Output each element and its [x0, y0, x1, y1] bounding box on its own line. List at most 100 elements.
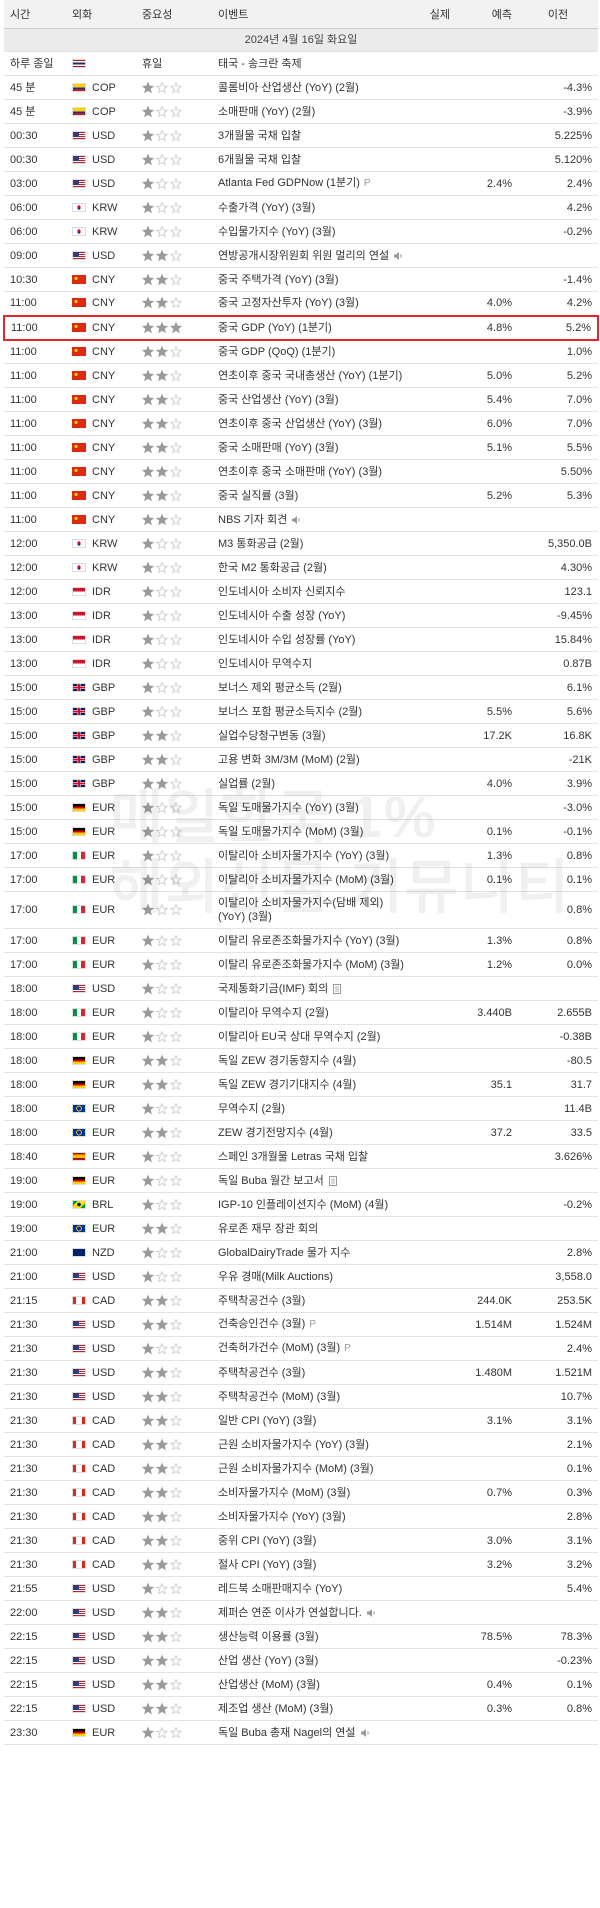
event-row[interactable]: 15:00 GBP 고용 변화 3M/3M (MoM) (2월) -21K: [4, 747, 598, 772]
event-row[interactable]: 12:00 KRW M3 통화공급 (2월) 5,350.0B: [4, 531, 598, 556]
event[interactable]: 제퍼슨 연준 이사가 연설합니다.: [218, 1606, 362, 1619]
event[interactable]: 이탈리 유로존조화물가지수 (MoM) (3월): [218, 958, 404, 971]
event-row[interactable]: 19:00 BRL IGP-10 인플레이션지수 (MoM) (4월) -0.2%: [4, 1192, 598, 1217]
event[interactable]: 이탈리아 소비자물가지수 (YoY) (3월): [218, 849, 390, 862]
event-row[interactable]: 21:30 CAD 근원 소비자물가지수 (MoM) (3월) 0.1%: [4, 1456, 598, 1481]
event-row[interactable]: 21:30 CAD 근원 소비자물가지수 (YoY) (3월) 2.1%: [4, 1432, 598, 1457]
event[interactable]: 유로존 재무 장관 회의: [218, 1222, 319, 1235]
event[interactable]: 소비자물가지수 (MoM) (3월): [218, 1486, 351, 1499]
event[interactable]: 산업생산 (MoM) (3월): [218, 1678, 320, 1691]
event-row[interactable]: 21:30 CAD 소비자물가지수 (MoM) (3월) 0.7% 0.3%: [4, 1480, 598, 1505]
event[interactable]: 국제통화기금(IMF) 회의: [218, 982, 329, 995]
event[interactable]: 실업률 (2월): [218, 777, 275, 790]
event[interactable]: 보너스 포함 평균소득지수 (2월): [218, 705, 363, 718]
event[interactable]: 실업수당청구변동 (3월): [218, 729, 326, 742]
event-row[interactable]: 12:00 IDR 인도네시아 소비자 신뢰지수 123.1: [4, 579, 598, 604]
event[interactable]: 중국 실직률 (3월): [218, 489, 299, 502]
col-header[interactable]: 중요성: [136, 0, 212, 29]
event-row[interactable]: 10:30 CNY 중국 주택가격 (YoY) (3월) -1.4%: [4, 267, 598, 292]
event-row[interactable]: 21:00 NZD GlobalDairyTrade 물가 지수 2.8%: [4, 1240, 598, 1265]
event[interactable]: 일반 CPI (YoY) (3월): [218, 1414, 317, 1427]
event-row[interactable]: 17:00 EUR 이탈리아 소비자물가지수(담배 제외) (YoY) (3월) 0.…: [4, 891, 598, 929]
event-row[interactable]: 17:00 EUR 이탈리 유로존조화물가지수 (YoY) (3월) 1.3% 0.8%: [4, 928, 598, 953]
event-row[interactable]: 15:00 GBP 실업수당청구변동 (3월) 17.2K 16.8K: [4, 723, 598, 748]
col-header[interactable]: 외화: [66, 0, 136, 29]
event-row[interactable]: 13:00 IDR 인도네시아 수입 성장률 (YoY) 15.84%: [4, 627, 598, 652]
event-row[interactable]: 21:00 USD 우유 경매(Milk Auctions) 3,558.0: [4, 1264, 598, 1289]
event-row[interactable]: 22:00 USD 제퍼슨 연준 이사가 연설합니다.: [4, 1600, 598, 1625]
event[interactable]: 스페인 3개월물 Letras 국채 입찰: [218, 1150, 369, 1163]
event-row[interactable]: 18:00 EUR 이탈리아 무역수지 (2월) 3.440B 2.655B: [4, 1000, 598, 1025]
event[interactable]: 생산능력 이용률 (3월): [218, 1630, 319, 1643]
event-row[interactable]: 15:00 GBP 실업률 (2월) 4.0% 3.9%: [4, 771, 598, 796]
event[interactable]: 보너스 제외 평균소득 (2월): [218, 681, 342, 694]
event-row[interactable]: 22:15 USD 산업 생산 (YoY) (3월) -0.23%: [4, 1648, 598, 1673]
event[interactable]: 중국 주택가격 (YoY) (3월): [218, 273, 339, 286]
event-row[interactable]: 19:00 EUR 독일 Buba 월간 보고서: [4, 1168, 598, 1193]
event-row[interactable]: 13:00 IDR 인도네시아 무역수지 0.87B: [4, 651, 598, 676]
event-row[interactable]: 06:00 KRW 수입물가지수 (YoY) (3월) -0.2%: [4, 219, 598, 244]
event-row[interactable]: 18:00 EUR 독일 ZEW 경기동향지수 (4월) -80.5: [4, 1048, 598, 1073]
event-row[interactable]: 22:15 USD 제조업 생산 (MoM) (3월) 0.3% 0.8%: [4, 1696, 598, 1721]
event[interactable]: 산업 생산 (YoY) (3월): [218, 1654, 319, 1667]
event[interactable]: 중국 고정자산투자 (YoY) (3월): [218, 297, 359, 310]
event[interactable]: 연방공개시장위원회 위원 멀리의 연설: [218, 249, 390, 262]
event[interactable]: 연초이후 중국 산업생산 (YoY) (3월): [218, 417, 383, 430]
event[interactable]: 연초이후 중국 국내총생산 (YoY) (1분기): [218, 369, 403, 382]
event[interactable]: 제조업 생산 (MoM) (3월): [218, 1702, 334, 1715]
event-row[interactable]: 06:00 KRW 수출가격 (YoY) (3월) 4.2%: [4, 195, 598, 220]
event-row[interactable]: 11:00 CNY 중국 소매판매 (YoY) (3월) 5.1% 5.5%: [4, 435, 598, 460]
event[interactable]: 인도네시아 무역수지: [218, 657, 313, 670]
event-row[interactable]: 21:30 USD 주택착공건수 (3월) 1.480M 1.521M: [4, 1360, 598, 1385]
event-row[interactable]: 00:30 USD 6개월물 국채 입찰 5.120%: [4, 147, 598, 172]
col-header[interactable]: 시간: [4, 0, 66, 29]
event[interactable]: 소매판매 (YoY) (2월): [218, 105, 316, 118]
event[interactable]: 중위 CPI (YoY) (3월): [218, 1534, 317, 1547]
event[interactable]: ZEW 경기전망지수 (4월): [218, 1126, 333, 1139]
event-row[interactable]: 11:00 CNY NBS 기자 회견: [4, 507, 598, 532]
event-row[interactable]: 11:00 CNY 중국 산업생산 (YoY) (3월) 5.4% 7.0%: [4, 387, 598, 412]
event[interactable]: 중국 소매판매 (YoY) (3월): [218, 441, 339, 454]
event-row[interactable]: 17:00 EUR 이탈리아 소비자물가지수 (MoM) (3월) 0.1% 0.1%: [4, 867, 598, 892]
event[interactable]: 독일 도매물가지수 (YoY) (3월): [218, 801, 359, 814]
event-row[interactable]: 11:00 CNY 연초이후 중국 소매판매 (YoY) (3월) 5.50%: [4, 459, 598, 484]
event-row[interactable]: 17:00 EUR 이탈리 유로존조화물가지수 (MoM) (3월) 1.2% 0.0%: [4, 952, 598, 977]
event[interactable]: GlobalDairyTrade 물가 지수: [218, 1246, 351, 1259]
event[interactable]: 주택착공건수 (3월): [218, 1366, 306, 1379]
event-row[interactable]: 21:30 CAD 소비자물가지수 (YoY) (3월) 2.8%: [4, 1504, 598, 1529]
event-row[interactable]: 11:00 CNY 연초이후 중국 국내총생산 (YoY) (1분기) 5.0% 5.2…: [4, 363, 598, 388]
event-row[interactable]: 하루 종일 휴일 태국 - 송크란 축제: [4, 51, 598, 76]
event-row[interactable]: 19:00 EUR 유로존 재무 장관 회의: [4, 1216, 598, 1241]
event[interactable]: 건축허가건수 (MoM) (3월): [218, 1342, 341, 1354]
event-row[interactable]: 17:00 EUR 이탈리아 소비자물가지수 (YoY) (3월) 1.3% 0.8%: [4, 843, 598, 868]
event[interactable]: 주택착공건수 (MoM) (3월): [218, 1390, 341, 1403]
event[interactable]: 이탈리아 소비자물가지수 (MoM) (3월): [218, 873, 394, 886]
event[interactable]: 수출가격 (YoY) (3월): [218, 201, 316, 214]
event-row[interactable]: 18:00 EUR 독일 ZEW 경기기대지수 (4월) 35.1 31.7: [4, 1072, 598, 1097]
event-row[interactable]: 18:40 EUR 스페인 3개월물 Letras 국채 입찰 3.626%: [4, 1144, 598, 1169]
event-row[interactable]: 13:00 IDR 인도네시아 수출 성장 (YoY) -9.45%: [4, 603, 598, 628]
event[interactable]: 고용 변화 3M/3M (MoM) (2월): [218, 753, 360, 766]
event[interactable]: 인도네시아 소비자 신뢰지수: [218, 585, 346, 598]
event[interactable]: IGP-10 인플레이션지수 (MoM) (4월): [218, 1198, 389, 1211]
event-row[interactable]: 12:00 KRW 한국 M2 통화공급 (2월) 4.30%: [4, 555, 598, 580]
event[interactable]: 이탈리 유로존조화물가지수 (YoY) (3월): [218, 934, 400, 947]
event[interactable]: 근원 소비자물가지수 (MoM) (3월): [218, 1462, 374, 1475]
event-row[interactable]: 21:30 USD 건축허가건수 (MoM) (3월) P 2.4%: [4, 1336, 598, 1361]
event-row[interactable]: 15:00 GBP 보너스 제외 평균소득 (2월) 6.1%: [4, 675, 598, 700]
event[interactable]: 독일 Buba 월간 보고서: [218, 1174, 324, 1187]
event[interactable]: 이탈리아 무역수지 (2월): [218, 1006, 329, 1019]
event-row[interactable]: 21:55 USD 레드북 소매판매지수 (YoY) 5.4%: [4, 1576, 598, 1601]
event[interactable]: 레드북 소매판매지수 (YoY): [218, 1582, 343, 1595]
event-row[interactable]: 11:00 CNY 연초이후 중국 산업생산 (YoY) (3월) 6.0% 7.0%: [4, 411, 598, 436]
event[interactable]: 독일 도매물가지수 (MoM) (3월): [218, 825, 364, 838]
event-row[interactable]: 45 분 COP 소매판매 (YoY) (2월) -3.9%: [4, 99, 598, 124]
event[interactable]: 절사 CPI (YoY) (3월): [218, 1558, 317, 1571]
event-row[interactable]: 03:00 USD Atlanta Fed GDPNow (1분기) P 2.4% 2.4…: [4, 171, 598, 196]
event-row[interactable]: 11:00 CNY 중국 고정자산투자 (YoY) (3월) 4.0% 4.2%: [4, 291, 598, 316]
event[interactable]: 우유 경매(Milk Auctions): [218, 1270, 334, 1283]
event[interactable]: 중국 산업생산 (YoY) (3월): [218, 393, 339, 406]
event-row[interactable]: 21:15 CAD 주택착공건수 (3월) 244.0K 253.5K: [4, 1288, 598, 1313]
event[interactable]: 수입물가지수 (YoY) (3월): [218, 225, 336, 238]
col-header[interactable]: 예측: [456, 0, 518, 29]
